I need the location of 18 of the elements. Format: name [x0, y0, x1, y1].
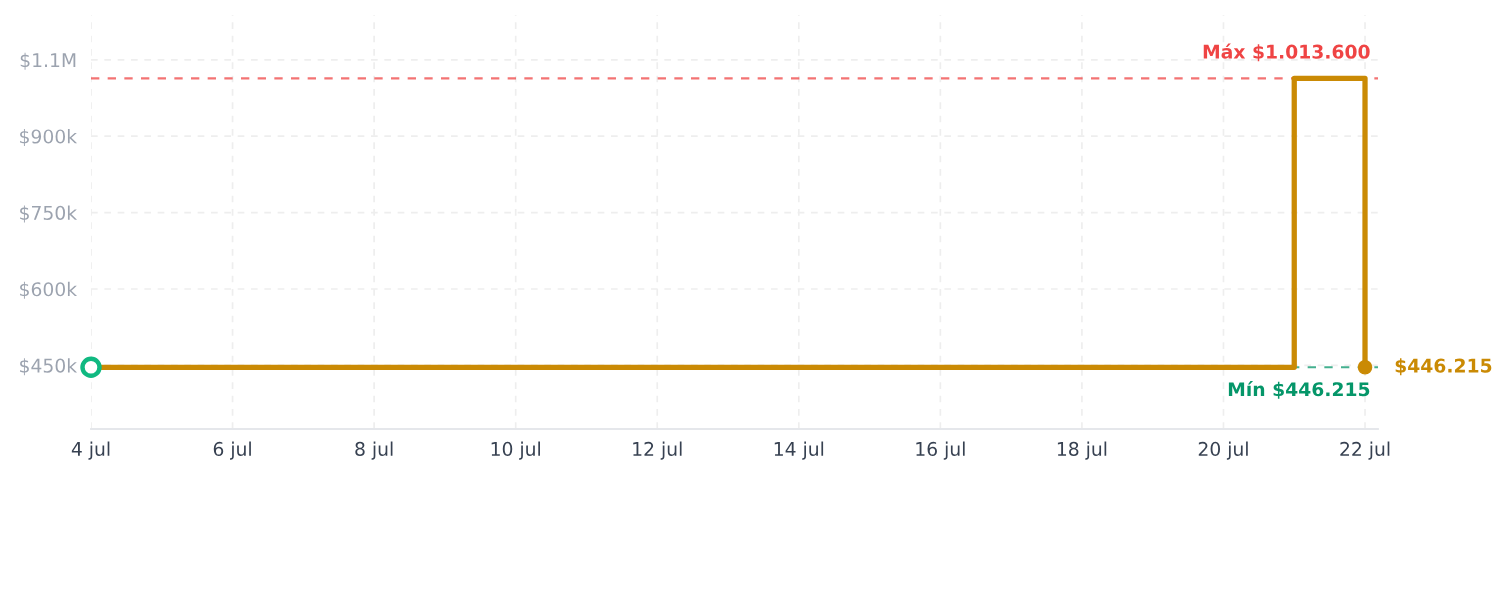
- x-tick-label: 18 jul: [1057, 441, 1107, 460]
- x-tick-label: 22 jul: [1340, 441, 1390, 460]
- ref-line-label: Mín $446.215: [1228, 381, 1370, 399]
- annotation: $446.215: [1395, 358, 1492, 376]
- y-tick-label: $450k: [20, 358, 78, 376]
- x-tick-label: 8 jul: [355, 441, 393, 460]
- ref-line-label: Máx $1.013.600: [1203, 43, 1370, 62]
- y-tick-label: $750k: [20, 205, 78, 223]
- x-tick-label: 6 jul: [213, 441, 251, 460]
- x-tick-label: 4 jul: [71, 441, 110, 460]
- x-tick-label: 12 jul: [633, 441, 682, 460]
- y-tick-label: $1.1M: [20, 52, 76, 70]
- x-tick-label: 10 jul: [491, 441, 540, 460]
- x-tick-label: 14 jul: [774, 441, 824, 460]
- y-tick-label: $600k: [20, 281, 78, 299]
- x-tick-label: 20 jul: [1198, 441, 1248, 460]
- y-tick-label: $900k: [20, 129, 78, 147]
- x-tick-label: 16 jul: [916, 441, 965, 460]
